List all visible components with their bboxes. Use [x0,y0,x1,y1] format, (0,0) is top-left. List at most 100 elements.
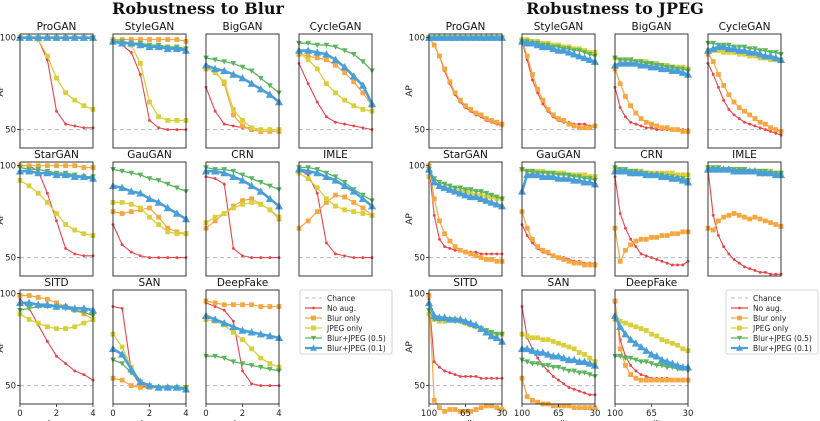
plot-frame [614,33,689,149]
plot-area [429,290,502,404]
data-point-bj01 [136,377,145,386]
data-point-bj05 [221,59,228,65]
data-point-bj05 [350,51,357,58]
series-noaug [297,61,374,132]
data-point-bj01 [668,174,677,182]
data-point-noaug [129,250,133,254]
data-point-noaug [583,122,587,126]
data-point-noaug [306,82,310,86]
data-point-noaug [557,378,560,382]
data-point-blur [489,403,494,409]
data-point-noaug [748,122,752,126]
plot-frame [205,33,280,149]
data-point-blur [561,403,567,409]
data-point-blur [44,163,50,169]
data-point-noaug [655,128,659,132]
panel-title: BigGAN [632,21,672,33]
data-point-noaug [250,382,254,386]
x-tick-label: 65 [646,409,657,419]
data-point-jpeg [54,75,59,81]
data-point-blur [747,216,753,222]
data-point-bj01 [435,313,444,321]
data-point-noaug [55,219,58,223]
data-point-bj05 [164,181,171,187]
data-point-blur [752,116,758,121]
data-point-jpeg [137,205,143,211]
data-point-bj05 [137,172,144,178]
data-point-bj01 [61,170,70,179]
data-point-bj01 [118,39,127,47]
data-point-noaug [758,270,762,274]
data-point-blur [457,97,463,103]
data-point-bj01 [79,304,88,312]
data-point-noaug [469,374,473,378]
data-point-bj01 [247,328,256,336]
data-point-bj05 [119,168,125,175]
data-point-blur [742,214,747,220]
panel-jpeg-cyclegan: CycleGAN [703,21,786,149]
data-point-bj01 [435,181,444,190]
legend-item-jpeg: JPEG only [305,324,363,333]
data-point-bj05 [710,40,717,47]
data-point-noaug [157,126,161,130]
data-point-blur [489,118,494,123]
data-point-bj05 [462,187,469,193]
data-point-bj01 [154,42,163,51]
data-point-blur [240,302,245,308]
data-point-bj01 [657,172,666,180]
plot-frame [112,33,187,149]
data-point-noaug [753,269,757,272]
panel-title: CycleGAN [719,21,771,33]
legend-swatch-marker [310,344,317,351]
data-point-jpeg [633,324,639,330]
data-point-bj01 [256,187,265,195]
data-point-bj01 [616,322,625,331]
series-noaug [706,61,783,137]
series-noaug [111,223,188,260]
data-point-bj01 [631,339,640,347]
series-bj01 [15,167,98,182]
data-point-noaug [241,369,244,373]
data-point-noaug [334,120,337,124]
data-point-noaug [479,252,483,256]
panel-title: GauGAN [127,149,171,161]
data-point-blur [617,81,623,87]
data-point-noaug [479,376,483,380]
data-point-noaug [655,258,659,261]
data-point-bj01 [570,50,579,58]
data-point-blur [669,127,675,133]
data-point-jpeg [249,200,255,205]
data-point-bj01 [172,383,181,391]
data-point-noaug [324,115,328,119]
data-point-jpeg [54,326,59,332]
data-point-blur [128,383,134,389]
data-point-bj01 [554,46,563,54]
x-tick-label: 4 [90,409,95,419]
data-point-bj01 [34,168,43,177]
data-point-bj01 [492,333,501,342]
data-point-blur [659,233,665,238]
data-point-bj01 [127,365,136,373]
data-point-blur [305,218,311,224]
data-point-bj01 [265,90,274,98]
data-point-bj05 [257,179,264,186]
data-point-bj01 [25,33,34,41]
y-tick-label: 100 [0,290,16,300]
data-point-blur [431,42,437,48]
data-point-noaug [530,78,534,82]
data-point-blur [530,72,535,77]
y-tick-label: 50 [5,254,16,264]
panel-jpeg-sitd: SITD10050AP1006530quality [405,277,507,421]
panel-blur-sitd: SITD10050AP024sigma [0,277,98,421]
data-point-bj05 [212,57,218,63]
data-point-blur [617,258,623,264]
data-point-jpeg [768,57,773,63]
data-point-noaug [268,384,272,388]
data-point-blur [550,112,556,118]
data-point-bj05 [230,168,237,175]
data-point-blur [757,216,763,222]
data-point-jpeg [731,49,737,55]
data-point-bj01 [331,55,340,63]
data-point-bj01 [466,192,475,201]
data-point-jpeg [659,337,665,343]
